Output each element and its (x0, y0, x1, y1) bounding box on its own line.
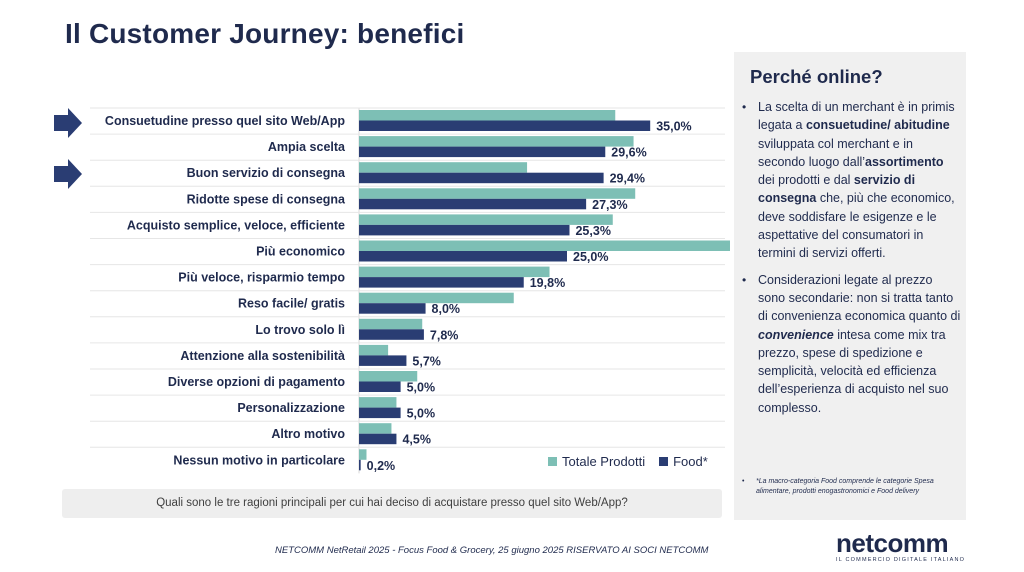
chart-legend: Totale Prodotti Food* (548, 454, 708, 469)
data-label: 27,3% (592, 198, 627, 212)
bullet-text-run: assortimento (865, 154, 944, 169)
side-panel-title: Perché online? (750, 66, 883, 87)
bar-food (359, 146, 606, 158)
bar-food (359, 277, 524, 288)
page-title: Il Customer Journey: benefici (65, 18, 465, 49)
bar-totale-prodotti (359, 423, 392, 434)
category-label: Diverse opzioni di pagamento (168, 375, 345, 389)
bar-totale-prodotti (359, 214, 613, 225)
data-label: 0,2% (367, 459, 396, 473)
bar-food (359, 120, 651, 131)
bar-totale-prodotti (359, 240, 730, 251)
bar-food (359, 433, 397, 445)
category-label: Attenzione alla sostenibilità (180, 349, 345, 363)
legend-swatch (548, 457, 557, 466)
data-label: 5,7% (412, 354, 441, 368)
bullet-text-run: convenience (758, 327, 834, 342)
bar-food (359, 459, 361, 471)
bullet-text-run: intesa come mix tra prezzo, spese di spe… (758, 327, 949, 415)
category-label: Personalizzazione (237, 401, 345, 415)
side-panel-bullet: • Considerazioni legate al prezzo sono se… (742, 271, 962, 417)
data-label: 29,6% (611, 146, 646, 160)
bar-food (359, 172, 604, 184)
legend-label: Totale Prodotti (562, 454, 646, 469)
side-panel: Perché online? • La scelta di un merchant… (734, 52, 966, 520)
bar-totale-prodotti (359, 188, 636, 199)
bullet-text-run: che, più che economico, deve soddisfare … (758, 191, 955, 261)
bullet-text-run: La scelta di un merchant è in primis leg… (758, 100, 955, 133)
netcomm-logo: netcomm IL COMMERCIO DIGITALE ITALIANO (836, 530, 965, 563)
bar-food (359, 303, 426, 314)
data-label: 5,0% (407, 407, 436, 421)
bar-totale-prodotti (359, 292, 514, 304)
survey-question: Quali sono le tre ragioni principali per… (62, 489, 722, 518)
bar-food (359, 381, 401, 392)
bar-totale-prodotti (359, 449, 367, 460)
category-label: Acquisto semplice, veloce, efficiente (127, 218, 345, 232)
bar-totale-prodotti (359, 110, 616, 121)
page-footer: NETCOMM NetRetail 2025 - Focus Food & Gr… (275, 545, 709, 556)
data-label: 19,8% (530, 276, 565, 290)
category-label: Reso facile/ gratis (238, 297, 345, 311)
category-label: Nessun motivo in particolare (173, 453, 345, 467)
category-label: Lo trovo solo lì (255, 323, 345, 337)
bar-totale-prodotti (359, 344, 389, 356)
legend-swatch (659, 457, 669, 466)
logo-word: netcomm (836, 528, 949, 558)
category-label: Buon servizio di consegna (187, 166, 346, 180)
bar-chart-svg: Consuetudine presso quel sito Web/App 35,… (90, 107, 730, 474)
data-label: 29,4% (610, 172, 645, 186)
bullet-text-run: sviluppata col merchant e in secondo luo… (758, 136, 913, 169)
category-label: Più economico (256, 245, 345, 259)
bar-food (359, 355, 407, 366)
legend-item-food: Food* (659, 454, 708, 469)
footnote-text: *La macro-categoria Food comprende le ca… (756, 478, 934, 495)
bar-food (359, 329, 424, 340)
bar-food (359, 407, 401, 419)
bullet-icon: • (742, 100, 747, 114)
category-label: Consuetudine presso quel sito Web/App (105, 114, 345, 128)
bullet-text-run: Considerazioni legate al prezzo sono sec… (758, 272, 961, 324)
data-label: 35,0% (656, 120, 691, 134)
data-label: 7,8% (430, 328, 459, 342)
bar-food (359, 224, 570, 236)
logo-tagline: IL COMMERCIO DIGITALE ITALIANO (836, 557, 966, 563)
bullet-text-run: dei prodotti e dal (758, 173, 854, 188)
bar-chart: Consuetudine presso quel sito Web/App 35,… (90, 107, 730, 474)
bullet-text: Considerazioni legate al prezzo sono sec… (758, 271, 962, 417)
data-label: 8,0% (432, 302, 461, 316)
footnote: • *La macro-categoria Food comprende le … (742, 477, 962, 497)
bullet-text-run: consuetudine/ abitudine (805, 118, 950, 133)
bar-totale-prodotti (359, 371, 418, 382)
category-label: Più veloce, risparmio tempo (178, 271, 345, 285)
highlight-arrow-icon (54, 159, 82, 189)
category-label: Altro motivo (271, 427, 345, 441)
data-label: 5,0% (407, 381, 436, 395)
legend-item-totale: Totale Prodotti (548, 454, 645, 469)
legend-label: Food* (673, 454, 708, 469)
bar-totale-prodotti (359, 318, 423, 330)
data-label: 4,5% (402, 433, 431, 447)
bullet-text: La scelta di un merchant è in primis leg… (758, 98, 962, 263)
bullet-text-run: servizio di consegna (758, 173, 916, 206)
bar-food (359, 251, 567, 262)
data-label: 25,0% (573, 250, 608, 264)
bullet-icon: • (742, 478, 745, 485)
bullet-icon: • (742, 272, 747, 287)
bar-totale-prodotti (359, 136, 634, 147)
bar-totale-prodotti (359, 397, 397, 408)
highlight-arrow-icon (54, 108, 82, 138)
category-label: Ampia scelta (268, 140, 346, 154)
category-label: Ridotte spese di consegna (187, 192, 346, 206)
bar-totale-prodotti (359, 266, 550, 278)
data-label: 25,3% (575, 224, 610, 238)
bar-food (359, 198, 587, 210)
bar-totale-prodotti (359, 162, 528, 173)
side-panel-bullets: • La scelta di un merchant è in primis le… (742, 98, 962, 425)
side-panel-bullet: • La scelta di un merchant è in primis le… (742, 98, 962, 263)
